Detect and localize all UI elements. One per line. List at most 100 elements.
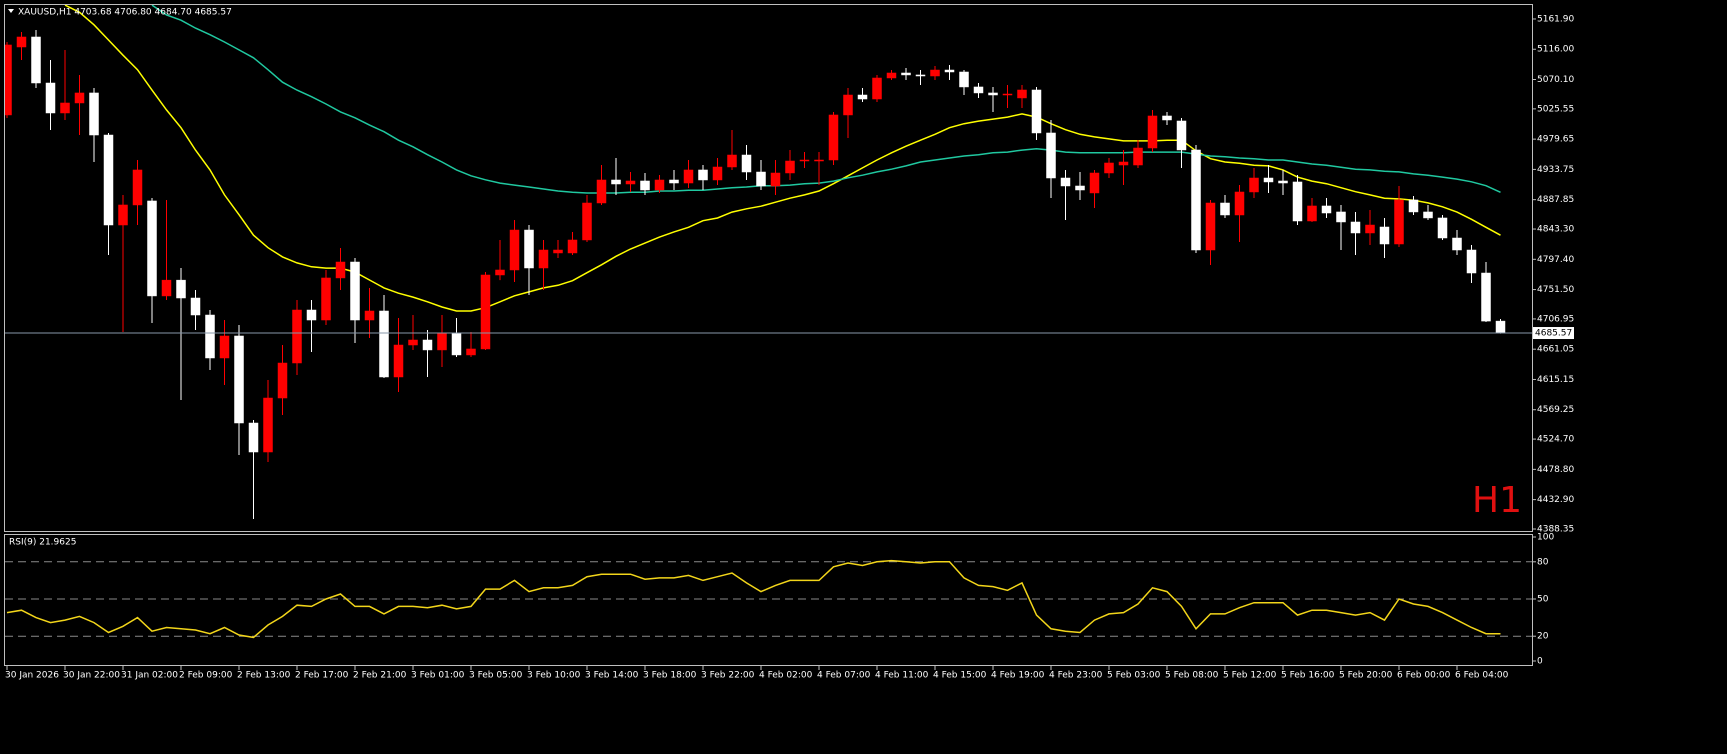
candle-body [103, 134, 114, 226]
candle-body [1075, 185, 1085, 191]
candle-body [1481, 272, 1491, 322]
candle-body [596, 179, 607, 204]
y-tick-label: 4843.30 [1537, 225, 1574, 235]
chart-header: XAUUSD,H1 4703.68 4706.80 4684.70 4685.5… [18, 8, 232, 18]
candle-body [553, 249, 563, 254]
rsi-plot [5, 559, 1532, 639]
candle-body [741, 154, 752, 173]
candle-body [959, 71, 969, 88]
y-tick-label: 4933.75 [1537, 165, 1574, 175]
candle-body [727, 154, 737, 168]
y-tick-label: 4751.50 [1537, 285, 1574, 295]
candle-body [828, 114, 839, 161]
x-tick-label: 2 Feb 09:00 [179, 671, 233, 681]
y-tick-label: 5025.55 [1537, 104, 1574, 114]
moving-average-line [64, 5, 1501, 312]
x-tick-label: 4 Feb 11:00 [875, 671, 929, 681]
x-tick-label: 5 Feb 08:00 [1165, 671, 1219, 681]
x-tick-label: 4 Feb 15:00 [933, 671, 987, 681]
candle-body [205, 314, 215, 359]
candle-body [147, 200, 157, 297]
candle-body [480, 274, 491, 350]
y-tick-label: 4524.70 [1537, 435, 1574, 445]
candle-body [1321, 205, 1332, 214]
candle-body [379, 310, 389, 378]
y-tick-label: 4478.80 [1537, 465, 1574, 475]
x-tick-label: 2 Feb 21:00 [353, 671, 407, 681]
x-tick-label: 3 Feb 05:00 [469, 671, 523, 681]
candle-body [1191, 149, 1201, 251]
candle-body [393, 344, 404, 378]
candle-body [1379, 226, 1390, 245]
candle-body [640, 180, 650, 191]
candle-body [277, 362, 288, 399]
candle-body [1234, 191, 1245, 216]
rsi-title: RSI(9) 21.9625 [9, 538, 76, 548]
axes: 5161.90 5116.00 5070.10 5025.55 4979.65 4933.… [5, 14, 1574, 681]
candle-body [611, 179, 621, 185]
x-tick-label: 31 Jan 02:00 [121, 671, 178, 681]
candle-body [1452, 237, 1462, 251]
candle-body [698, 169, 708, 181]
candle-body [843, 94, 853, 116]
y-tick-label: 5116.00 [1537, 45, 1574, 55]
candle-body [1263, 177, 1274, 183]
candle-body [973, 86, 984, 94]
y-tick-label: 5070.10 [1537, 75, 1574, 85]
candle-body [799, 159, 810, 162]
candle-body [16, 36, 27, 48]
candle-body [1147, 115, 1158, 149]
candle-body [988, 92, 998, 96]
menu-triangle[interactable] [8, 9, 14, 13]
candle-body [31, 36, 41, 84]
candle-body [669, 179, 679, 184]
candle-body [930, 69, 940, 77]
candle-body [1133, 147, 1143, 166]
y-tick-label: 4661.05 [1537, 345, 1574, 355]
y-tick-label: 4432.90 [1537, 495, 1574, 505]
candle-body [1423, 211, 1433, 219]
candle-body [74, 92, 85, 104]
candle-body [335, 261, 346, 279]
candle-body [466, 348, 476, 356]
x-tick-label: 4 Feb 23:00 [1049, 671, 1103, 681]
candle-body [524, 229, 534, 269]
candle-body [408, 339, 418, 346]
rsi-panel-frame [4, 534, 1533, 666]
candle-body [756, 171, 766, 187]
candle-body [292, 309, 302, 364]
candle-body [190, 297, 201, 316]
candle-body [1046, 132, 1056, 179]
x-tick-label: 3 Feb 01:00 [411, 671, 465, 681]
y-tick-label: 50 [1537, 595, 1549, 605]
candle-body [712, 166, 723, 181]
candle-body [1031, 89, 1042, 134]
candle-body [234, 335, 244, 424]
candle-body [1408, 199, 1419, 213]
candle-body [1249, 177, 1259, 193]
candle-body [582, 202, 592, 241]
candle-body [683, 169, 694, 184]
candle-body [1292, 181, 1303, 222]
y-tick-label: 4615.15 [1537, 375, 1574, 385]
candle-body [1437, 217, 1448, 239]
candle-body [1017, 89, 1027, 99]
candle-body [1176, 120, 1187, 151]
candle-body [538, 249, 549, 269]
moving-average-line [151, 5, 1501, 194]
candle-body [451, 332, 462, 356]
timeframe-watermark: H1 [1472, 480, 1522, 521]
rsi-line [6, 559, 1501, 639]
candle-body [495, 269, 505, 276]
candle-body [1394, 199, 1404, 245]
candle-body [1365, 224, 1375, 234]
candle-body [567, 239, 578, 254]
y-tick-label: 4979.65 [1537, 135, 1574, 145]
candle-body [1104, 162, 1114, 174]
x-tick-label: 5 Feb 12:00 [1223, 671, 1277, 681]
x-tick-label: 6 Feb 00:00 [1397, 671, 1451, 681]
main-plot [5, 5, 1506, 520]
x-tick-label: 4 Feb 02:00 [759, 671, 813, 681]
